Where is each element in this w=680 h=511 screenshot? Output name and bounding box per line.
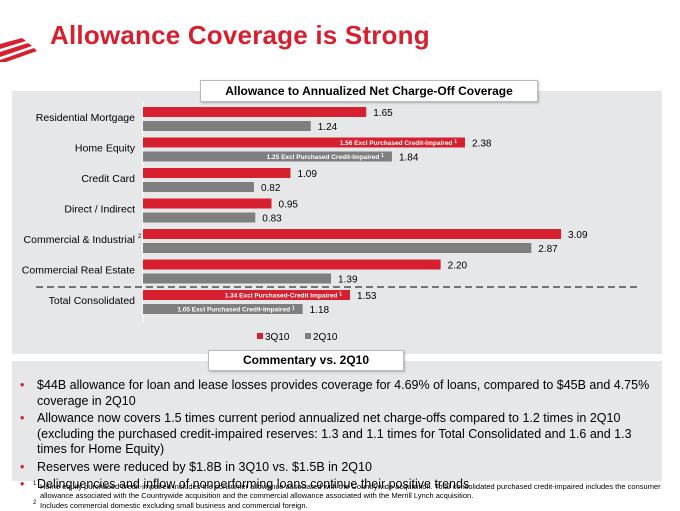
bar-3q10 [143,290,350,300]
commentary-bullet: • Delinquencies and inflow of nonperformi… [20,477,470,491]
inner-bar-label: 1.34 Excl Purchased-Credit Impaired 1 [225,292,343,300]
bar-3q10 [143,259,441,270]
category-label: Commercial & Industrial [24,234,135,246]
bar-2q10 [143,182,254,192]
bar-3q10 [143,229,562,239]
inner-bar-label: 1.56 Excl Purchased Credit-Impaired 1 [340,139,458,147]
data-label: 0.83 [262,214,282,225]
bar-2q10 [143,304,303,314]
category-label: Credit Card [81,173,135,185]
footnotes: 1 Home equity purchased credit-impaired i… [33,481,665,511]
bar-3q10 [143,198,272,209]
data-label: 0.95 [279,200,299,211]
bullet-icon: • [20,477,25,491]
page-title: Allowance Coverage is Strong [50,20,430,50]
legend-label: 2Q10 [313,332,338,343]
footnote: 2 Includes commercial domestic excluding … [33,500,308,510]
inner-bar-label: 1.25 Excl Purchased Credit-Impaired 1 [267,153,385,161]
data-label: 1.53 [357,291,377,302]
commentary-title: Commentary vs. 2Q10 [208,350,404,371]
category-label: Direct / Indirect [64,204,135,216]
footnote: 1 Home equity purchased credit-impaired i… [33,481,661,500]
data-label: 1.39 [338,275,358,286]
commentary-bullet: • Reserves were reduced by $1.8B in 3Q10 … [20,459,372,474]
bullet-icon: • [20,459,25,474]
commentary-list: • $44B allowance for loan and lease losse… [20,378,654,495]
data-label: 3.09 [568,230,588,241]
commentary-bullet: • $44B allowance for loan and lease losse… [20,378,650,408]
legend-swatch-2q10 [305,333,311,339]
category-label: Home Equity [75,143,136,155]
bank-logo-icon [0,38,37,62]
bullet-icon: • [20,378,25,392]
data-label: 1.18 [310,305,330,316]
category-label: Residential Mortgage [36,112,135,124]
bar-2q10 [143,151,392,162]
data-label: 2.38 [472,139,492,150]
data-label: 2.20 [448,261,468,272]
bar-2q10 [143,212,256,223]
data-label: 1.24 [318,122,338,133]
chart-panel [12,91,662,354]
legend-label: 3Q10 [265,332,290,343]
data-label: 1.65 [373,108,393,119]
data-label: 2.87 [538,244,558,255]
data-label: 0.82 [261,183,281,194]
data-label: 1.09 [297,169,317,180]
commentary-panel [12,361,662,481]
bullet-icon: • [20,411,25,425]
bar-2q10 [143,273,332,284]
bar-2q10 [143,121,311,131]
inner-bar-label: 1.05 Excl Purchased Credit-Impaired 1 [177,306,295,314]
legend-swatch-3q10 [257,333,263,339]
bar-3q10 [143,168,291,178]
commentary-bullet: • Allowance now covers 1.5 times current … [20,411,632,456]
bar-2q10 [143,243,532,253]
coverage-bar-chart: Residential Mortgage 1.65 1.24 Home Equity 2… [22,101,640,343]
bar-3q10 [143,107,367,117]
chart-title: Allowance to Annualized Net Charge-Off C… [200,80,538,102]
category-superscript: 2 [138,234,142,240]
category-label: Total Consolidated [49,295,136,307]
data-label: 1.84 [399,153,419,164]
category-label: Commercial Real Estate [22,265,135,277]
bar-3q10 [143,137,465,148]
